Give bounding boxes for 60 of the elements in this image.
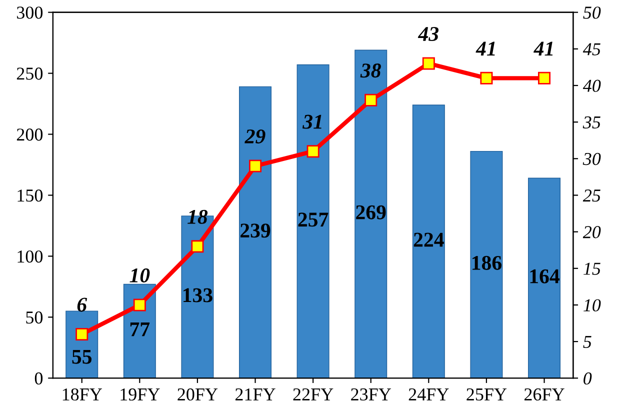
- y-tick-label: 150: [18, 189, 43, 202]
- y2-tick-label: 25: [582, 190, 600, 202]
- bar: [123, 284, 156, 378]
- y2-tick-label: 30: [582, 152, 601, 166]
- x-tick-label: 23FY: [351, 388, 391, 401]
- bar: [354, 50, 388, 378]
- data-label: 257: [298, 212, 328, 227]
- y2-tick-label: 35: [582, 116, 600, 129]
- y-tick-label: 200: [16, 128, 43, 141]
- data-label: 164: [530, 269, 560, 284]
- data-label: 31: [302, 114, 322, 129]
- x-tick-label: 19FY: [120, 388, 160, 401]
- y2-tick-label: 5: [583, 336, 592, 348]
- data-label: 6: [77, 298, 88, 312]
- x-tick-label: 25FY: [466, 388, 507, 401]
- y2-tick-label: 20: [582, 226, 601, 238]
- point: [76, 328, 88, 340]
- data-label: 41: [534, 42, 553, 56]
- bar: [528, 178, 561, 378]
- data-label: 133: [184, 288, 212, 302]
- x-tick-label: 22FY: [293, 388, 334, 400]
- point: [538, 72, 551, 84]
- data-label: 29: [244, 129, 266, 144]
- y2-tick-label: 0: [584, 372, 592, 385]
- point: [364, 94, 378, 106]
- point: [480, 72, 493, 84]
- bar: [470, 150, 503, 378]
- y2-tick-label: 15: [584, 262, 600, 275]
- point: [306, 145, 320, 158]
- bar: [412, 104, 445, 378]
- data-label: 55: [72, 350, 92, 364]
- y2-tick-label: 10: [584, 299, 601, 312]
- y2-tick-label: 40: [582, 80, 601, 92]
- x-tick-label: 20FY: [178, 388, 218, 401]
- x-tick-label: 21FY: [235, 388, 276, 400]
- y-tick-label: 100: [18, 250, 43, 263]
- point: [249, 160, 262, 172]
- point: [133, 298, 146, 312]
- data-label: 41: [476, 42, 495, 56]
- y2-tick-label: 45: [582, 43, 600, 56]
- x-tick-label: 18FY: [62, 388, 102, 401]
- data-label: 269: [356, 205, 386, 220]
- data-label: 77: [130, 322, 150, 336]
- data-label: 239: [240, 224, 270, 238]
- bar: [239, 86, 272, 378]
- x-tick-label: 24FY: [408, 388, 449, 400]
- data-label: 43: [418, 27, 439, 42]
- data-label: 186: [472, 256, 502, 270]
- bar: [296, 64, 330, 378]
- data-label: 224: [414, 232, 444, 247]
- point: [191, 240, 204, 253]
- point: [422, 57, 435, 70]
- data-label: 10: [130, 268, 150, 282]
- y-tick-label: 50: [26, 311, 43, 324]
- x-tick-label: 26FY: [524, 388, 564, 401]
- y2-tick-label: 50: [583, 6, 601, 19]
- y-tick-label: 0: [34, 372, 43, 385]
- y-tick-label: 250: [16, 68, 43, 80]
- y-tick-label: 300: [17, 6, 43, 19]
- data-label: 38: [360, 64, 381, 78]
